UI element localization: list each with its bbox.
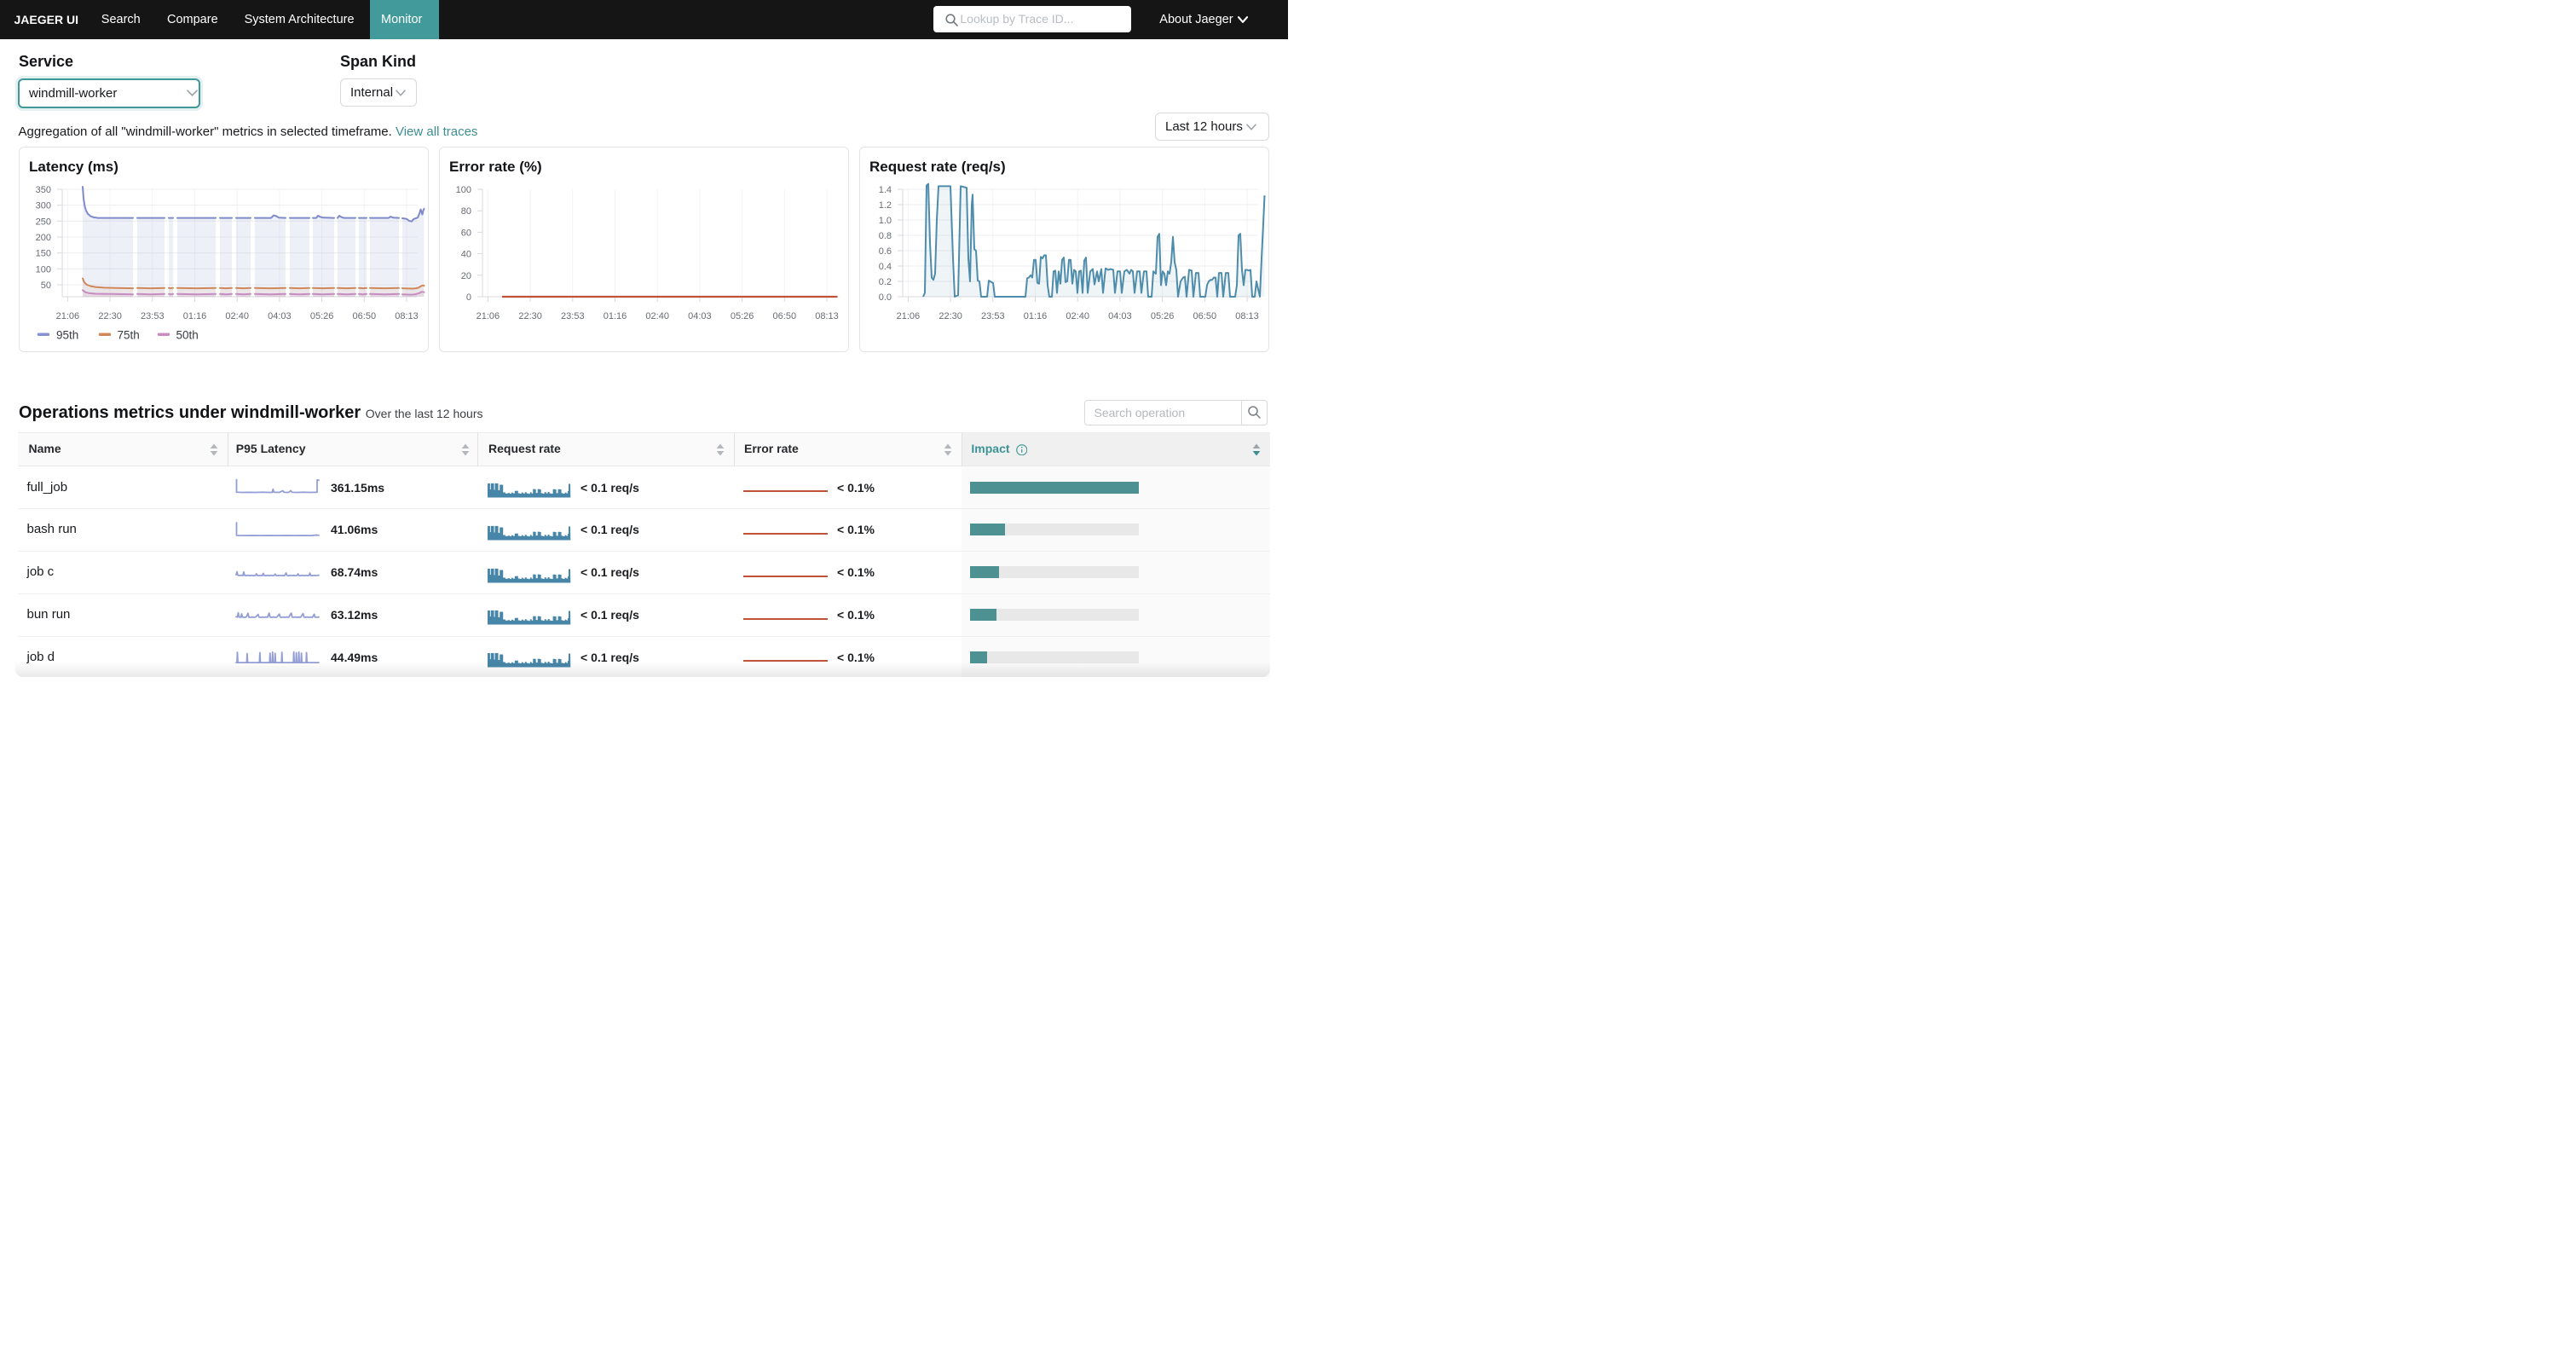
svg-text:50: 50: [41, 281, 51, 291]
svg-text:22:30: 22:30: [939, 311, 962, 321]
svg-text:60: 60: [461, 228, 471, 238]
svg-text:06:50: 06:50: [353, 311, 377, 321]
svg-text:04:03: 04:03: [1108, 311, 1132, 321]
svg-text:21:06: 21:06: [897, 311, 921, 321]
svg-text:23:53: 23:53: [981, 311, 1005, 321]
svg-text:350: 350: [36, 185, 51, 195]
svg-text:0.0: 0.0: [879, 292, 892, 303]
svg-text:08:13: 08:13: [1235, 311, 1259, 321]
svg-text:150: 150: [36, 249, 51, 259]
svg-text:1.2: 1.2: [879, 200, 892, 211]
svg-text:01:16: 01:16: [1024, 311, 1048, 321]
svg-text:0.4: 0.4: [879, 262, 892, 272]
svg-text:100: 100: [456, 185, 471, 195]
svg-text:300: 300: [36, 201, 51, 211]
svg-text:0.8: 0.8: [879, 231, 892, 241]
svg-text:21:06: 21:06: [56, 311, 80, 321]
svg-text:21:06: 21:06: [477, 311, 500, 321]
svg-text:02:40: 02:40: [1066, 311, 1089, 321]
svg-text:0: 0: [466, 292, 471, 303]
svg-text:08:13: 08:13: [815, 311, 839, 321]
svg-text:20: 20: [461, 271, 471, 281]
svg-text:100: 100: [36, 264, 51, 275]
svg-text:50th: 50th: [176, 329, 199, 342]
svg-text:05:26: 05:26: [1151, 311, 1175, 321]
svg-text:40: 40: [461, 250, 471, 260]
svg-text:02:40: 02:40: [225, 311, 249, 321]
svg-text:04:03: 04:03: [268, 311, 292, 321]
svg-text:05:26: 05:26: [731, 311, 754, 321]
svg-text:23:53: 23:53: [561, 311, 585, 321]
svg-text:04:03: 04:03: [688, 311, 712, 321]
svg-text:02:40: 02:40: [645, 311, 669, 321]
svg-text:06:50: 06:50: [773, 311, 797, 321]
svg-text:22:30: 22:30: [518, 311, 542, 321]
svg-text:22:30: 22:30: [98, 311, 122, 321]
svg-text:05:26: 05:26: [310, 311, 334, 321]
svg-text:08:13: 08:13: [395, 311, 419, 321]
svg-text:1.4: 1.4: [879, 185, 892, 195]
svg-text:80: 80: [461, 206, 471, 217]
svg-text:200: 200: [36, 233, 51, 243]
svg-text:23:53: 23:53: [141, 311, 165, 321]
svg-text:95th: 95th: [56, 329, 78, 342]
svg-text:0.6: 0.6: [879, 246, 892, 257]
svg-text:01:16: 01:16: [604, 311, 627, 321]
svg-text:01:16: 01:16: [183, 311, 207, 321]
svg-text:75th: 75th: [118, 329, 140, 342]
svg-text:0.2: 0.2: [879, 277, 892, 287]
svg-text:1.0: 1.0: [879, 216, 892, 226]
svg-text:250: 250: [36, 217, 51, 227]
svg-text:06:50: 06:50: [1193, 311, 1217, 321]
